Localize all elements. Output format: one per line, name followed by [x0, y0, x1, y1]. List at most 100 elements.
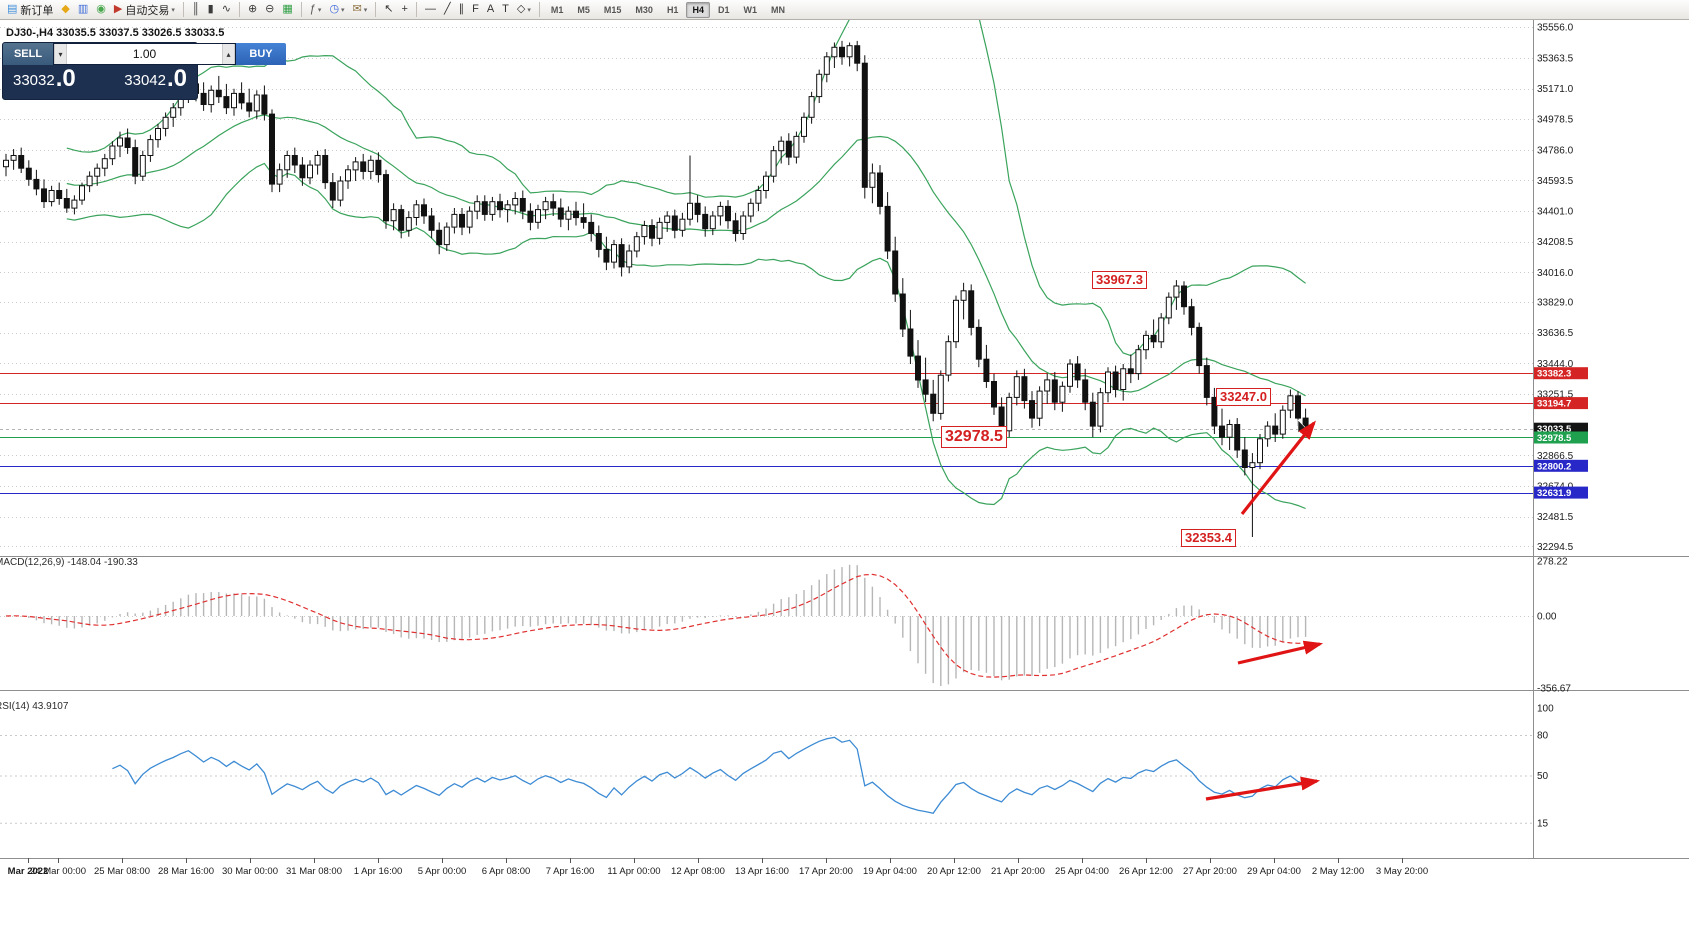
- shapes-tool-button[interactable]: ◇ ▾: [514, 1, 534, 19]
- volume-control: ▾ ▴: [53, 43, 236, 65]
- trend-arrow[interactable]: [1237, 640, 1324, 665]
- line-chart-button[interactable]: ∿: [219, 1, 234, 19]
- new-order-icon: ▤: [7, 3, 18, 15]
- timeframe-d1[interactable]: D1: [717, 4, 730, 15]
- time-axis-label: 20 Apr 12:00: [927, 866, 981, 877]
- fibonacci-tool-button[interactable]: F: [469, 1, 482, 19]
- trend-arrow[interactable]: [1205, 776, 1321, 801]
- crosshair-button[interactable]: +: [399, 1, 411, 19]
- cursor-icon: ↖: [384, 3, 394, 15]
- macd-label: MACD(12,26,9) -148.04 -190.33: [0, 557, 138, 568]
- rsi-axis-label: 80: [1537, 731, 1549, 742]
- svg-text:32866.5: 32866.5: [1537, 451, 1574, 462]
- candlestick-chart-button[interactable]: ▮: [205, 1, 217, 19]
- svg-text:34208.5: 34208.5: [1537, 237, 1574, 248]
- cursor-button[interactable]: ↖: [381, 1, 396, 19]
- macd-axis-label: 0.00: [1537, 612, 1557, 623]
- label-tool-button[interactable]: T: [499, 1, 512, 19]
- volume-input[interactable]: [67, 44, 222, 64]
- svg-text:32481.5: 32481.5: [1537, 512, 1574, 523]
- toolbar-separator: [415, 2, 417, 17]
- svg-text:33033.5: 33033.5: [1537, 424, 1572, 435]
- hline-tool-icon: ―: [424, 3, 436, 15]
- auto-arrange-button[interactable]: ▦: [279, 1, 295, 19]
- volume-increase-button[interactable]: ▴: [222, 44, 235, 64]
- refresh-button[interactable]: ◉: [93, 1, 109, 19]
- price-callout[interactable]: 33967.3: [1092, 271, 1147, 290]
- metaquotes-button[interactable]: ◆: [58, 1, 72, 19]
- template-button[interactable]: ✉ ▾: [350, 1, 371, 19]
- svg-text:34016.0: 34016.0: [1537, 268, 1574, 279]
- time-axis-label: 11 Apr 00:00: [607, 866, 660, 877]
- rsi-line: [112, 736, 1306, 815]
- chart-canvas[interactable]: 35556.0 35363.5 35171.0 34978.5 34786.0 34593…: [0, 20, 1689, 942]
- price-badge: [1534, 397, 1588, 410]
- time-axis-label: 6 Apr 08:00: [482, 866, 531, 877]
- price-badge: [1534, 431, 1588, 444]
- periods-button[interactable]: ◷ ▾: [326, 1, 347, 19]
- buy-price-frac: .0: [166, 65, 187, 92]
- timeframe-m1[interactable]: M1: [550, 4, 564, 15]
- sell-button[interactable]: SELL: [3, 43, 53, 65]
- horizontal-line-objects[interactable]: [0, 373, 1533, 494]
- price-badge: [1534, 367, 1588, 380]
- trendline-tool-button[interactable]: ╱: [441, 1, 454, 19]
- timeframe-m30[interactable]: M30: [635, 4, 653, 15]
- price-callout[interactable]: 33247.0: [1216, 388, 1271, 407]
- text-tool-button[interactable]: A: [484, 1, 497, 19]
- periods-icon: ◷: [329, 3, 340, 15]
- macd-signal-line: [5, 573, 1306, 678]
- sell-price-frac: .0: [55, 65, 76, 92]
- label-tool-icon: T: [502, 3, 509, 15]
- volume-decrease-button[interactable]: ▾: [54, 44, 67, 64]
- buy-button[interactable]: BUY: [236, 43, 286, 65]
- svg-text:34978.5: 34978.5: [1537, 115, 1574, 126]
- price-callout[interactable]: 32978.5: [941, 426, 1007, 448]
- sell-price[interactable]: 33032.0: [13, 65, 76, 92]
- timeframe-m15[interactable]: M15: [603, 4, 622, 15]
- chart-area: 35556.0 35363.5 35171.0 34978.5 34786.0 34593…: [0, 20, 1689, 942]
- chevron-down-icon: ▾: [527, 6, 531, 14]
- price-callout[interactable]: 32353.4: [1181, 529, 1236, 548]
- price-badge: [1534, 486, 1588, 499]
- svg-text:33636.5: 33636.5: [1537, 328, 1574, 339]
- time-axis-label: 25 Mar 08:00: [94, 866, 150, 877]
- buy-price[interactable]: 33042.0: [124, 65, 187, 92]
- bar-chart-button[interactable]: ║: [189, 1, 203, 19]
- candles-layer: [3, 40, 1309, 537]
- chevron-down-icon: ▾: [317, 6, 322, 14]
- zoom-out-button[interactable]: ⊖: [262, 1, 277, 19]
- macd-axis-label: -356.67: [1537, 684, 1571, 695]
- time-axis-label: Mar 2022: [8, 866, 49, 877]
- timeframe-h1[interactable]: H1: [666, 4, 679, 15]
- timeframe-mn[interactable]: MN: [770, 4, 785, 15]
- one-click-trading-panel: SELL ▾ ▴ BUY 33032.0 33042.0: [2, 42, 286, 100]
- time-axis-label: 28 Mar 16:00: [158, 866, 214, 877]
- autotrade-button[interactable]: ▶ 自动交易 ▾: [111, 1, 178, 19]
- rsi-label: RSI(14) 43.9107: [0, 701, 69, 712]
- timeframe-w1[interactable]: W1: [743, 4, 757, 15]
- rsi-axis-label: 50: [1537, 771, 1549, 782]
- svg-text:32631.9: 32631.9: [1537, 488, 1571, 499]
- tick-chart-button[interactable]: ▥: [75, 1, 91, 19]
- time-axis-label: 31 Mar 08:00: [286, 866, 342, 877]
- channel-tool-button[interactable]: ∥: [456, 1, 468, 19]
- hline-tool-button[interactable]: ―: [422, 1, 439, 19]
- svg-text:32800.2: 32800.2: [1537, 461, 1571, 472]
- toolbar-separator: [238, 2, 240, 17]
- timeframe-h4[interactable]: H4: [686, 1, 710, 18]
- indicators-list-button[interactable]: ƒ ▾: [307, 1, 325, 19]
- trend-arrow[interactable]: [1240, 420, 1316, 515]
- autotrade-button-label: 自动交易: [125, 4, 170, 17]
- time-axis-label: 5 Apr 00:00: [418, 866, 467, 877]
- timeframe-m5[interactable]: M5: [577, 4, 590, 15]
- time-axis-label: 29 Apr 04:00: [1247, 866, 1301, 877]
- trendline-tool-icon: ╱: [443, 3, 451, 15]
- rsi-axis-label: 15: [1537, 818, 1549, 829]
- new-order-button[interactable]: ▤ 新订单: [4, 1, 56, 19]
- chart-background: [0, 20, 1689, 942]
- zoom-in-button[interactable]: ⊕: [245, 1, 260, 19]
- bar-chart-icon: ║: [191, 3, 200, 15]
